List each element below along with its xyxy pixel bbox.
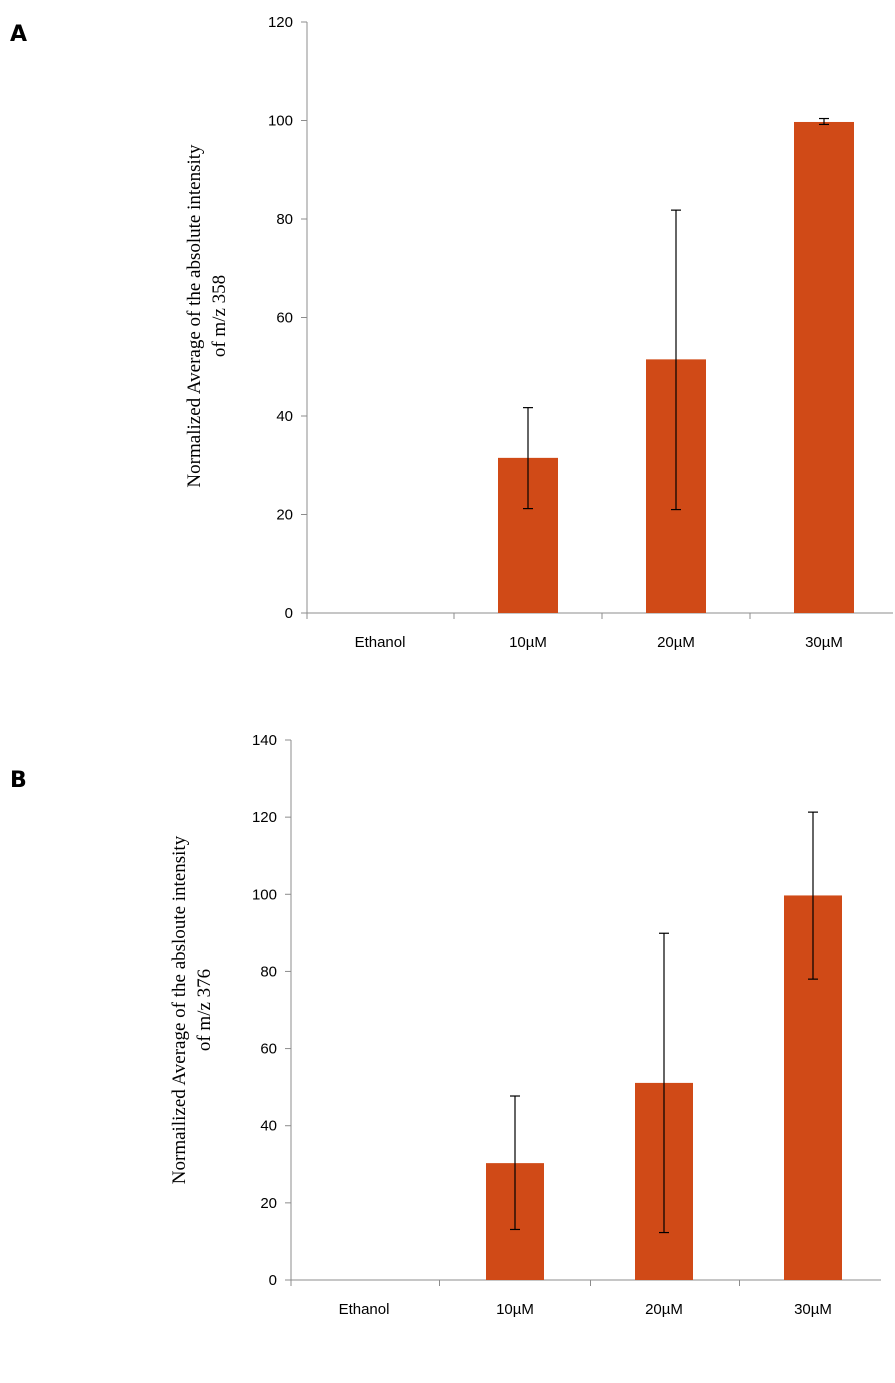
x-category-label: 10µM <box>509 634 547 651</box>
chart-panel-a: 0 20 40 60 80 100 120 Ethanol 10µM 20µM 30µM Normal… <box>184 14 893 651</box>
y-tick-label: 60 <box>276 310 293 327</box>
x-category-label: 10µM <box>496 1301 534 1318</box>
bar-30m <box>794 121 854 613</box>
y-axis-label: Normailized Average of the absloute inte… <box>169 835 215 1184</box>
panel-a-letter: A <box>10 22 28 47</box>
y-tick-label: 60 <box>260 1041 277 1058</box>
y-axis-label: Normalized Average of the absolute inten… <box>184 144 230 488</box>
y-tick-label: 140 <box>252 732 277 749</box>
y-tick-label: 40 <box>276 408 293 425</box>
y-tick-label: 0 <box>269 1272 277 1289</box>
panel-b-letter: B <box>10 768 27 793</box>
y-tick-label: 80 <box>276 211 293 228</box>
y-tick-label: 0 <box>285 605 293 622</box>
y-axis-label-line: Normailized Average of the absloute inte… <box>169 835 190 1184</box>
y-tick-label: 20 <box>276 507 293 524</box>
y-tick-label: 120 <box>268 14 293 31</box>
y-tick-label: 100 <box>252 886 277 903</box>
x-category-label: 20µM <box>645 1301 683 1318</box>
x-category-label: 30µM <box>794 1301 832 1318</box>
y-axis-label-line: of m/z 358 <box>209 275 230 357</box>
y-tick-label: 100 <box>268 113 293 130</box>
y-tick-label: 20 <box>260 1195 277 1212</box>
y-tick-label: 80 <box>260 963 277 980</box>
y-tick-label: 120 <box>252 809 277 826</box>
y-tick-label: 40 <box>260 1118 277 1135</box>
x-category-label: 30µM <box>805 634 843 651</box>
x-category-label: Ethanol <box>339 1301 390 1318</box>
x-category-label: Ethanol <box>355 634 406 651</box>
x-category-label: 20µM <box>657 634 695 651</box>
y-axis-label-line: Normalized Average of the absolute inten… <box>184 144 205 488</box>
y-axis-label-line: of m/z 376 <box>194 969 215 1051</box>
chart-panel-b: 0 20 40 60 80 100 120 140 Ethanol 10µM 20µM 30µM Nor… <box>169 732 881 1318</box>
